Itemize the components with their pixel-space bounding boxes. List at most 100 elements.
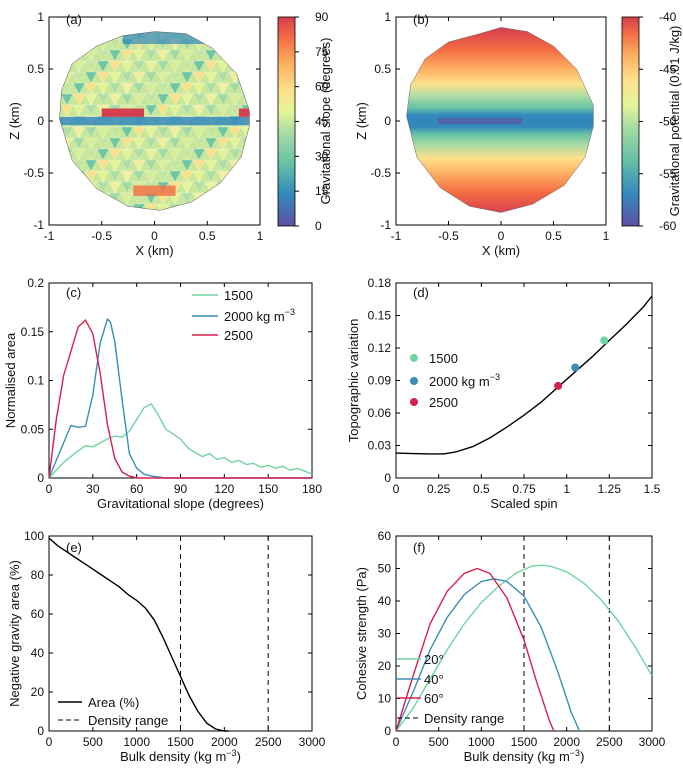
x-tick-label-a: 1: [257, 229, 264, 243]
slope-facet: [192, 104, 206, 117]
asteroid-slope-map: [59, 17, 265, 226]
x-axis-label-a: X (km): [135, 243, 173, 258]
slope-facet: [181, 215, 193, 226]
y-tick-label-e: 40: [31, 646, 45, 660]
data-point-d: [600, 336, 609, 345]
slope-facet: [192, 31, 206, 40]
slope-facet: [216, 38, 230, 51]
y-axis-label-e: Negative gravity area (%): [7, 560, 22, 707]
slope-facet: [240, 192, 250, 205]
slope-facet: [144, 82, 158, 95]
slope-facet: [96, 71, 110, 84]
slope-facet: [168, 60, 182, 73]
x-tick-label-f: 3000: [639, 735, 666, 749]
colorbar-a-tick-label: 90: [315, 10, 329, 24]
slope-facet: [72, 104, 86, 117]
y-tick-label-c: 0.2: [27, 276, 44, 290]
slope-facet: [168, 82, 182, 95]
slope-facet: [192, 93, 206, 106]
slope-facet: [108, 49, 122, 62]
high-slope-patch: [101, 108, 144, 117]
slope-facet: [228, 192, 242, 205]
slope-facet: [204, 192, 218, 205]
legend-label-d: 1500: [429, 351, 458, 366]
x-tick-label-f: 2000: [553, 735, 580, 749]
series-line-d: [395, 295, 653, 455]
slope-facet: [168, 170, 182, 183]
slope-facet: [96, 148, 110, 161]
slope-facet: [84, 170, 98, 183]
slope-facet: [108, 60, 122, 73]
x-tick-label-f: 1500: [511, 735, 538, 749]
slope-facet: [59, 126, 62, 139]
legend-label-f: 20°: [424, 652, 444, 667]
slope-facet: [96, 170, 110, 183]
slope-facet: [132, 137, 146, 150]
slope-facet: [84, 82, 98, 95]
y-axis-label-b: Z (km): [354, 102, 369, 140]
slope-facet: [156, 126, 170, 139]
slope-facet: [72, 71, 86, 84]
slope-facet: [241, 17, 253, 28]
slope-facet: [240, 126, 250, 139]
slope-facet: [97, 215, 109, 226]
slope-facet: [72, 60, 86, 73]
slope-facet: [228, 170, 242, 183]
slope-facet: [59, 82, 62, 95]
slope-facet: [97, 17, 109, 28]
slope-facet: [157, 215, 169, 226]
y-tick-label-f: 0: [384, 724, 391, 738]
slope-facet: [132, 49, 146, 62]
slope-facet: [108, 126, 122, 139]
slope-facet: [253, 50, 265, 61]
slope-facet: [145, 215, 157, 226]
legend-marker-d: [410, 377, 418, 385]
slope-facet: [120, 49, 134, 62]
slope-facet: [96, 31, 110, 40]
x-tick-label-b: 0: [498, 229, 505, 243]
slope-facet: [216, 82, 230, 95]
panel-label-f: (f): [413, 540, 425, 555]
y-axis-label-d: Topographic variation: [346, 319, 361, 443]
slope-facet: [240, 60, 250, 73]
slope-facet: [193, 215, 205, 226]
y-tick-label-e: 80: [31, 568, 45, 582]
slope-facet: [72, 126, 86, 139]
slope-facet: [240, 170, 250, 183]
x-tick-label-b: -0.5: [438, 229, 459, 243]
slope-facet: [108, 203, 122, 211]
slope-facet: [132, 82, 146, 95]
slope-facet: [84, 159, 98, 172]
y-tick-label-f: 30: [378, 627, 392, 641]
slope-facet: [216, 104, 230, 117]
slope-facet: [253, 138, 265, 149]
slope-facet: [73, 215, 85, 226]
slope-facet: [253, 72, 265, 83]
x-axis-label-b: X (km): [482, 243, 520, 258]
slope-facet: [96, 203, 110, 211]
slope-facet: [109, 215, 121, 226]
slope-facet: [180, 126, 194, 139]
slope-facet: [228, 49, 242, 62]
slope-facet: [180, 71, 194, 84]
x-tick-label-a: -0.5: [91, 229, 112, 243]
x-tick-label-f: 500: [429, 735, 449, 749]
legend-label-e: Area (%): [88, 695, 139, 710]
y-tick-label-a: -0.5: [23, 166, 44, 180]
y-tick-label-d: 0.18: [368, 276, 392, 290]
slope-facet: [59, 159, 62, 172]
y-tick-label-f: 60: [378, 529, 392, 543]
slope-facet: [59, 148, 62, 161]
slope-facet: [85, 215, 97, 226]
x-tick-label-c: 150: [258, 482, 278, 496]
slope-facet: [180, 181, 194, 194]
slope-facet: [120, 93, 134, 106]
slope-facet: [120, 60, 134, 73]
slope-facet: [96, 82, 110, 95]
slope-facet: [192, 126, 206, 139]
y-tick-label-a: 0.5: [27, 62, 44, 76]
y-tick-label-f: 20: [378, 659, 392, 673]
slope-facet: [59, 104, 62, 117]
legend-marker-d: [410, 398, 418, 406]
slope-facet: [108, 170, 122, 183]
